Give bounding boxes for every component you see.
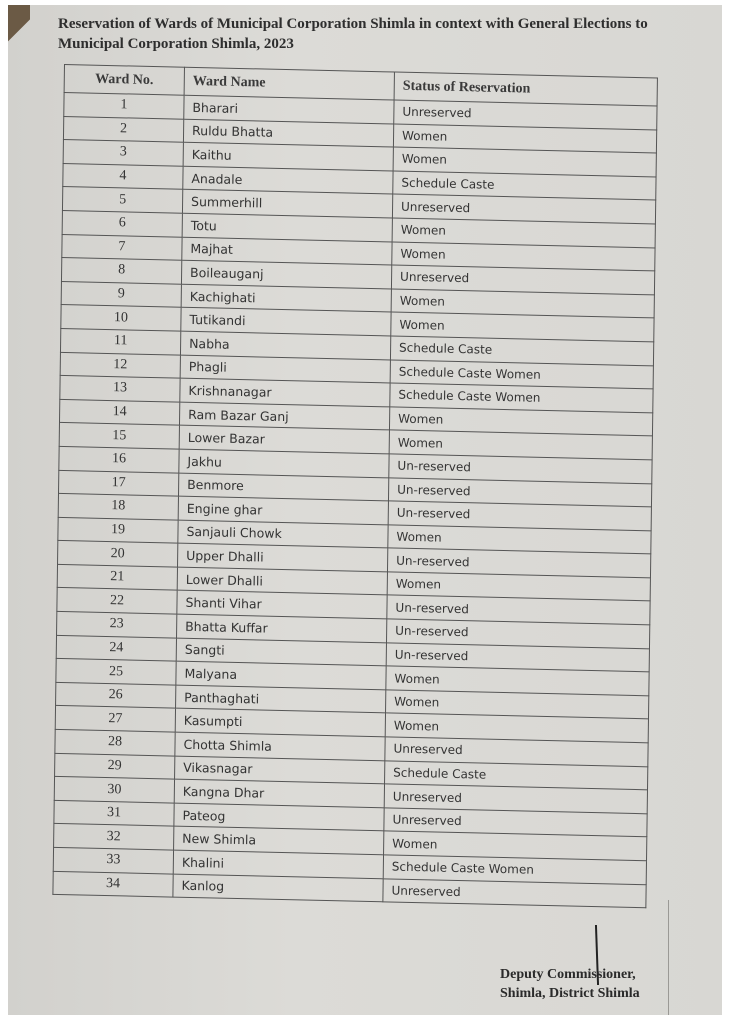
ward-number-cell: 4 <box>62 163 184 190</box>
paper-fold <box>668 900 669 1015</box>
ward-number-cell: 21 <box>57 564 178 591</box>
ward-number-cell: 9 <box>61 281 182 308</box>
ward-number-cell: 10 <box>60 304 182 332</box>
signatory-title: Deputy Commissioner, <box>500 967 636 982</box>
ward-number-cell: 34 <box>52 870 174 898</box>
ward-number-cell: 7 <box>61 234 183 261</box>
ward-number-cell: 23 <box>56 611 177 638</box>
ward-name-cell: Kanlog <box>172 873 384 903</box>
ward-number-cell: 30 <box>54 776 175 803</box>
ward-number-cell: 26 <box>55 682 176 709</box>
ward-number-cell: 17 <box>58 469 179 497</box>
ward-number-cell: 31 <box>53 800 175 827</box>
ward-number-cell: 14 <box>59 399 180 426</box>
ward-number-cell: 22 <box>56 587 178 615</box>
background-corner <box>8 5 30 55</box>
signatory-block: Deputy Commissioner, Shimla, District Sh… <box>500 965 640 1003</box>
ward-number-cell: 15 <box>59 422 180 450</box>
ward-number-cell: 20 <box>57 540 178 567</box>
ward-number-cell: 28 <box>54 729 176 756</box>
ward-number-cell: 5 <box>62 186 183 214</box>
ward-number-cell: 24 <box>56 635 177 662</box>
ward-number-cell: 32 <box>53 823 174 851</box>
ward-number-cell: 8 <box>61 257 182 284</box>
ward-number-cell: 27 <box>55 705 176 733</box>
ward-number-cell: 25 <box>55 658 177 685</box>
ward-number-cell: 3 <box>63 139 184 166</box>
ward-number-cell: 33 <box>53 847 174 874</box>
document-title: Reservation of Wards of Municipal Corpor… <box>58 16 648 52</box>
ward-number-cell: 16 <box>58 446 180 473</box>
signatory-location: Shimla, District Shimla <box>500 986 640 1001</box>
ward-number-cell: 6 <box>62 210 183 237</box>
ward-number-cell: 12 <box>60 351 181 379</box>
ward-reservation-table: Ward No. Ward Name Status of Reservation… <box>52 64 658 908</box>
ward-number-cell: 19 <box>57 517 179 544</box>
ward-number-cell: 18 <box>58 493 179 520</box>
ward-number-cell: 11 <box>60 328 181 355</box>
ward-number-cell: 1 <box>63 92 185 119</box>
ward-number-cell: 2 <box>63 116 184 143</box>
document-page <box>8 5 722 1015</box>
ward-number-cell: 29 <box>54 752 175 780</box>
header-ward-no: Ward No. <box>64 64 185 96</box>
ward-number-cell: 13 <box>59 375 181 402</box>
